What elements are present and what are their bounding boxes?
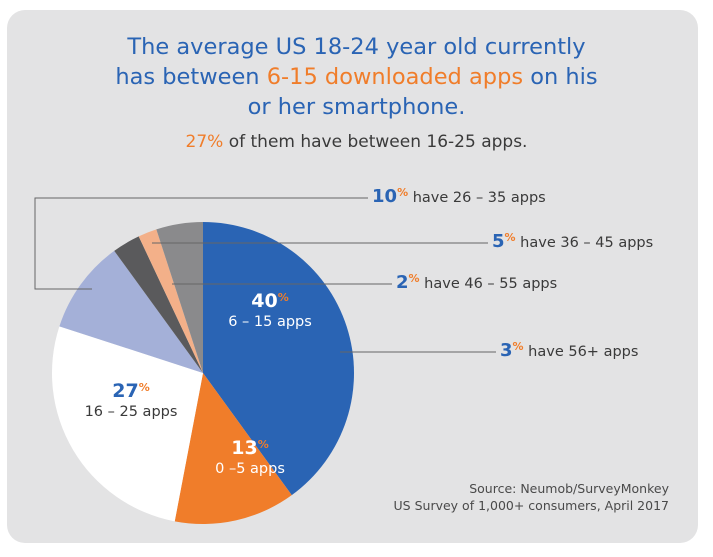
callout-number: 2 xyxy=(396,272,409,293)
pie-slice-7 xyxy=(156,222,203,373)
slice-text: 6 – 15 apps xyxy=(228,314,312,330)
subheadline-highlight: 27% xyxy=(185,132,224,152)
slice-percent-sign: % xyxy=(138,381,150,394)
callout-26-35: 10% have 26 – 35 apps xyxy=(372,186,546,207)
headline-line-1: The average US 18-24 year old currently xyxy=(127,34,586,60)
callout-percent-sign: % xyxy=(512,340,524,353)
slice-number: 27 xyxy=(112,380,139,402)
slice-number: 13 xyxy=(231,437,258,459)
callout-text: have 26 – 35 apps xyxy=(412,190,546,206)
slice-label-16-25: 27% 16 – 25 apps xyxy=(72,380,190,420)
pie-slices xyxy=(51,222,355,525)
callout-number: 10 xyxy=(372,186,398,207)
callout-percent-sign: % xyxy=(504,231,516,244)
callout-56-plus: 3% have 56+ apps xyxy=(500,340,638,361)
pie-slice-2 xyxy=(174,373,292,525)
callout-text: have 56+ apps xyxy=(528,344,639,360)
source-line-1: Source: Neumob/SurveyMonkey xyxy=(469,481,669,496)
subheadline-rest: of them have between 16-25 apps. xyxy=(223,132,528,152)
callout-number: 3 xyxy=(500,340,513,361)
headline-line-2-post: on his xyxy=(523,64,598,90)
pie-slice-5 xyxy=(114,236,203,373)
pie-slice-1 xyxy=(203,222,355,496)
callout-number: 5 xyxy=(492,231,505,252)
callout-46-55: 2% have 46 – 55 apps xyxy=(396,272,557,293)
source-note: Source: Neumob/SurveyMonkey US Survey of… xyxy=(394,480,669,514)
headline-line-2: has between 6-15 downloaded apps on his xyxy=(40,62,673,92)
slice-number: 40 xyxy=(251,290,278,312)
source-line-2: US Survey of 1,000+ consumers, April 201… xyxy=(393,498,669,513)
leader-lines xyxy=(34,197,496,353)
headline: The average US 18-24 year old currently … xyxy=(40,32,673,122)
subheadline: 27% of them have between 16-25 apps. xyxy=(40,130,673,154)
slice-label-0-5: 13% 0 –5 apps xyxy=(190,437,310,477)
slice-text: 16 – 25 apps xyxy=(84,404,178,420)
leader-line-26-35 xyxy=(34,197,368,290)
slice-percent-sign: % xyxy=(257,438,269,451)
callout-text: have 36 – 45 apps xyxy=(520,235,654,251)
callout-percent-sign: % xyxy=(408,272,420,285)
callout-36-45: 5% have 36 – 45 apps xyxy=(492,231,653,252)
pie-slice-4 xyxy=(59,250,203,373)
callout-percent-sign: % xyxy=(397,186,409,199)
callout-text: have 46 – 55 apps xyxy=(424,276,558,292)
slice-label-6-15: 40% 6 – 15 apps xyxy=(215,290,325,330)
headline-highlight: 6-15 downloaded apps xyxy=(266,64,524,90)
pie-slice-3 xyxy=(51,326,203,522)
pie-slice-6 xyxy=(138,229,203,373)
headline-line-2-pre: has between xyxy=(115,64,267,90)
headline-line-3: or her smartphone. xyxy=(247,94,466,120)
slice-text: 0 –5 apps xyxy=(215,461,285,477)
slice-percent-sign: % xyxy=(277,291,289,304)
